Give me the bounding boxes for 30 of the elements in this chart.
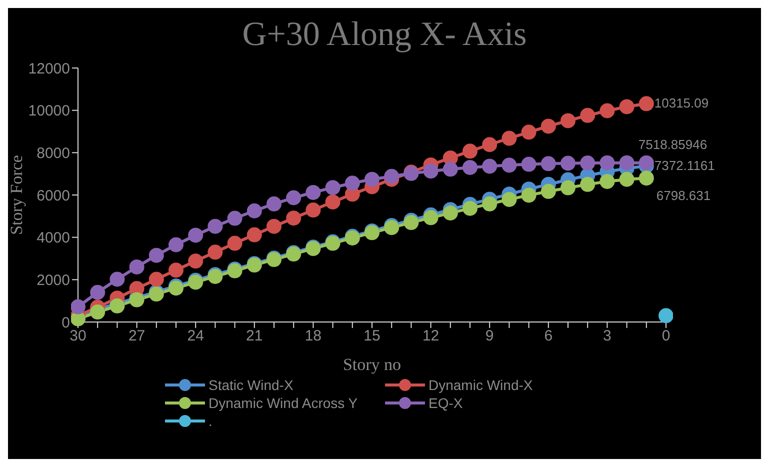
x-tick-label: 9 — [485, 328, 494, 345]
data-label: 7372.1161 — [654, 158, 715, 173]
legend-label: Dynamic Wind Across Y — [208, 395, 358, 411]
x-axis-title: Story no — [342, 355, 402, 374]
data-label: 6798.631 — [656, 188, 711, 204]
data-label: 7518.85946 — [638, 136, 708, 152]
x-tick-label: 30 — [70, 328, 86, 345]
legend-label: Static Wind-X — [208, 377, 294, 393]
chart-title: G+30 Along X- Axis — [241, 15, 528, 55]
x-tick-label: 15 — [364, 328, 380, 345]
x-tick-label: 3 — [603, 328, 612, 345]
y-axis-title: Story Force — [7, 155, 26, 235]
x-tick-label: 18 — [304, 328, 322, 345]
legend-label: EQ-X — [428, 395, 463, 411]
y-tick-label: 8000 — [36, 144, 70, 162]
data-label: 10315.09 — [654, 96, 709, 111]
y-tick-label: 10000 — [28, 102, 70, 120]
x-tick-label: 12 — [422, 328, 440, 345]
y-tick-label: 0 — [62, 314, 70, 332]
y-tick-label: 2000 — [36, 272, 70, 289]
legend-label: . — [208, 413, 212, 429]
y-tick-label: 4000 — [36, 230, 70, 247]
y-tick-label: 6000 — [36, 187, 70, 204]
x-tick-label: 0 — [662, 328, 670, 345]
x-tick-label: 24 — [187, 328, 204, 345]
x-tick-label: 21 — [246, 328, 263, 345]
x-tick-label: 27 — [128, 328, 146, 345]
legend-label: Dynamic Wind-X — [428, 377, 533, 393]
x-tick-label: 6 — [544, 328, 553, 345]
y-tick-label: 12000 — [28, 60, 70, 78]
